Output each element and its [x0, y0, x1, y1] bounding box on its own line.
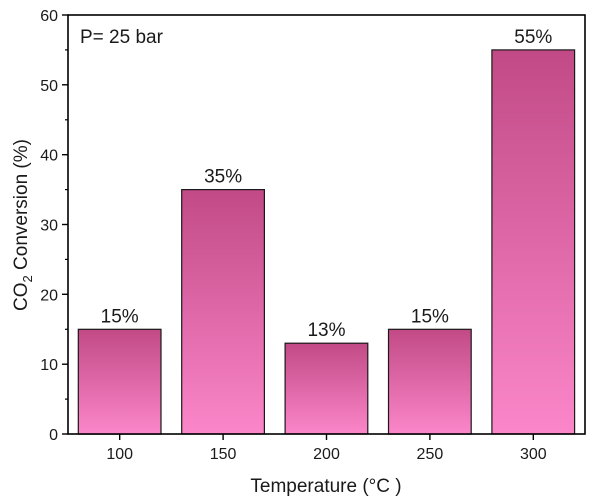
y-axis: 0 10 20 30 40 50 60	[40, 8, 68, 444]
pressure-annotation: P= 25 bar	[80, 27, 164, 48]
y-tick-label-50: 50	[40, 78, 58, 95]
data-label-100: 15%	[101, 306, 139, 327]
y-axis-title: CO2 Conversion (%)	[11, 139, 35, 311]
bar-100	[77, 328, 162, 435]
y-tick-label-20: 20	[40, 287, 58, 304]
x-tick-label-200: 200	[313, 446, 340, 463]
y-axis-title-suffix: Conversion (%)	[11, 139, 32, 275]
data-label-150: 35%	[204, 167, 242, 188]
bar-200	[284, 342, 369, 435]
x-tick-label-250: 250	[417, 446, 444, 463]
bars	[77, 49, 576, 435]
data-label-250: 15%	[411, 306, 449, 327]
data-label-300: 55%	[514, 27, 552, 48]
y-axis-title-prefix: CO	[11, 282, 32, 311]
y-tick-label-30: 30	[40, 218, 58, 235]
y-axis-title-subscript: 2	[20, 275, 35, 282]
bar-250	[387, 328, 472, 435]
data-labels: 15% 35% 13% 15% 55%	[101, 27, 553, 341]
bar-150	[181, 189, 265, 435]
bar-300	[491, 49, 576, 435]
x-axis-title: Temperature (°C )	[250, 476, 401, 497]
y-tick-label-0: 0	[49, 427, 58, 444]
y-tick-label-10: 10	[40, 357, 58, 374]
y-tick-label-60: 60	[40, 8, 58, 25]
data-label-200: 13%	[307, 320, 345, 341]
y-tick-label-40: 40	[40, 148, 58, 165]
x-tick-label-300: 300	[520, 446, 547, 463]
x-axis: 100 150 200 250 300	[106, 434, 547, 463]
x-tick-label-100: 100	[106, 446, 133, 463]
x-tick-label-150: 150	[210, 446, 237, 463]
